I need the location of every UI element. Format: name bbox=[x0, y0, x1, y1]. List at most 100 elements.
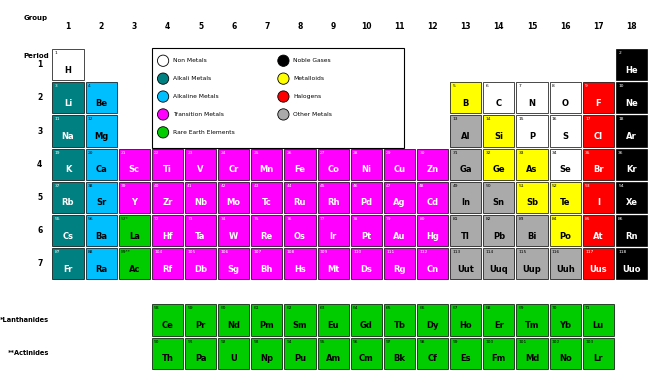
Text: Dy: Dy bbox=[426, 321, 439, 330]
Text: Cm: Cm bbox=[359, 354, 374, 363]
Text: 32: 32 bbox=[486, 151, 491, 155]
Text: Ni: Ni bbox=[361, 165, 372, 174]
Text: 79: 79 bbox=[386, 217, 392, 221]
Text: 111: 111 bbox=[386, 250, 394, 254]
FancyBboxPatch shape bbox=[86, 182, 117, 213]
Text: 7: 7 bbox=[37, 259, 42, 268]
FancyBboxPatch shape bbox=[52, 182, 84, 213]
Text: Alkaline Metals: Alkaline Metals bbox=[172, 94, 218, 99]
Text: 16: 16 bbox=[552, 118, 558, 121]
FancyBboxPatch shape bbox=[550, 82, 581, 113]
Text: Uuq: Uuq bbox=[490, 265, 508, 274]
FancyBboxPatch shape bbox=[582, 149, 614, 180]
FancyBboxPatch shape bbox=[86, 82, 117, 113]
Text: 105: 105 bbox=[187, 250, 196, 254]
FancyBboxPatch shape bbox=[52, 49, 84, 80]
Text: Sg: Sg bbox=[228, 265, 240, 274]
FancyBboxPatch shape bbox=[517, 248, 548, 279]
Text: Na: Na bbox=[61, 132, 74, 141]
Text: 18: 18 bbox=[618, 118, 624, 121]
Text: Sr: Sr bbox=[96, 198, 106, 208]
Text: Hs: Hs bbox=[294, 265, 306, 274]
FancyBboxPatch shape bbox=[317, 304, 349, 336]
Text: 25: 25 bbox=[253, 151, 259, 155]
Text: La: La bbox=[129, 232, 140, 241]
FancyBboxPatch shape bbox=[517, 215, 548, 246]
Text: 81: 81 bbox=[453, 217, 458, 221]
FancyBboxPatch shape bbox=[351, 182, 382, 213]
FancyBboxPatch shape bbox=[582, 215, 614, 246]
Text: 29: 29 bbox=[386, 151, 392, 155]
FancyBboxPatch shape bbox=[517, 149, 548, 180]
Text: Uuh: Uuh bbox=[556, 265, 575, 274]
Text: Pa: Pa bbox=[195, 354, 206, 363]
FancyBboxPatch shape bbox=[384, 182, 415, 213]
Text: 45: 45 bbox=[320, 184, 325, 188]
FancyBboxPatch shape bbox=[251, 149, 282, 180]
Text: Te: Te bbox=[560, 198, 571, 208]
Text: Rare Earth Elements: Rare Earth Elements bbox=[172, 130, 234, 135]
Text: 74: 74 bbox=[221, 217, 226, 221]
Text: 27: 27 bbox=[320, 151, 325, 155]
Text: F: F bbox=[596, 99, 601, 108]
FancyBboxPatch shape bbox=[185, 248, 216, 279]
Text: Other Metals: Other Metals bbox=[293, 112, 332, 117]
FancyBboxPatch shape bbox=[218, 304, 249, 336]
Text: 68: 68 bbox=[486, 306, 491, 310]
Circle shape bbox=[278, 91, 289, 102]
Text: 31: 31 bbox=[453, 151, 458, 155]
FancyBboxPatch shape bbox=[582, 337, 614, 369]
Text: 87: 87 bbox=[55, 250, 60, 254]
FancyBboxPatch shape bbox=[351, 248, 382, 279]
Text: Bh: Bh bbox=[261, 265, 273, 274]
Text: Metalloids: Metalloids bbox=[293, 76, 324, 81]
Text: 10: 10 bbox=[618, 84, 624, 88]
Text: 19: 19 bbox=[55, 151, 60, 155]
Text: Uup: Uup bbox=[522, 265, 541, 274]
FancyBboxPatch shape bbox=[550, 149, 581, 180]
Text: Mo: Mo bbox=[227, 198, 241, 208]
Text: 75: 75 bbox=[253, 217, 259, 221]
Text: Cl: Cl bbox=[594, 132, 603, 141]
Text: 72: 72 bbox=[154, 217, 159, 221]
Text: 12: 12 bbox=[88, 118, 93, 121]
FancyBboxPatch shape bbox=[417, 149, 448, 180]
FancyBboxPatch shape bbox=[384, 149, 415, 180]
Text: 43: 43 bbox=[253, 184, 259, 188]
Text: Uuo: Uuo bbox=[622, 265, 641, 274]
Text: Pt: Pt bbox=[361, 232, 372, 241]
Text: 78: 78 bbox=[353, 217, 358, 221]
Text: 44: 44 bbox=[287, 184, 293, 188]
Text: Cs: Cs bbox=[63, 232, 73, 241]
Text: 24: 24 bbox=[221, 151, 226, 155]
Text: Sc: Sc bbox=[129, 165, 140, 174]
Text: Pu: Pu bbox=[294, 354, 306, 363]
Text: 113: 113 bbox=[453, 250, 461, 254]
FancyBboxPatch shape bbox=[52, 149, 84, 180]
Text: Mt: Mt bbox=[327, 265, 340, 274]
Text: 83: 83 bbox=[518, 217, 524, 221]
Text: 118: 118 bbox=[618, 250, 626, 254]
Text: Period: Period bbox=[24, 53, 49, 59]
Text: B: B bbox=[462, 99, 469, 108]
Text: Fe: Fe bbox=[295, 165, 306, 174]
FancyBboxPatch shape bbox=[384, 337, 415, 369]
FancyBboxPatch shape bbox=[251, 248, 282, 279]
Text: 47: 47 bbox=[386, 184, 392, 188]
Text: 99: 99 bbox=[453, 339, 458, 344]
FancyBboxPatch shape bbox=[517, 337, 548, 369]
Circle shape bbox=[278, 55, 289, 66]
Text: 1: 1 bbox=[65, 22, 71, 31]
Text: 1: 1 bbox=[37, 60, 42, 69]
Text: Li: Li bbox=[64, 99, 72, 108]
Text: 95: 95 bbox=[320, 339, 325, 344]
Text: 117: 117 bbox=[585, 250, 594, 254]
Text: 41: 41 bbox=[187, 184, 193, 188]
Text: 57*: 57* bbox=[121, 217, 129, 221]
Text: 97: 97 bbox=[386, 339, 392, 344]
Text: 23: 23 bbox=[187, 151, 193, 155]
FancyBboxPatch shape bbox=[417, 248, 448, 279]
Text: N: N bbox=[528, 99, 535, 108]
Text: Pr: Pr bbox=[195, 321, 206, 330]
Text: Ti: Ti bbox=[163, 165, 172, 174]
